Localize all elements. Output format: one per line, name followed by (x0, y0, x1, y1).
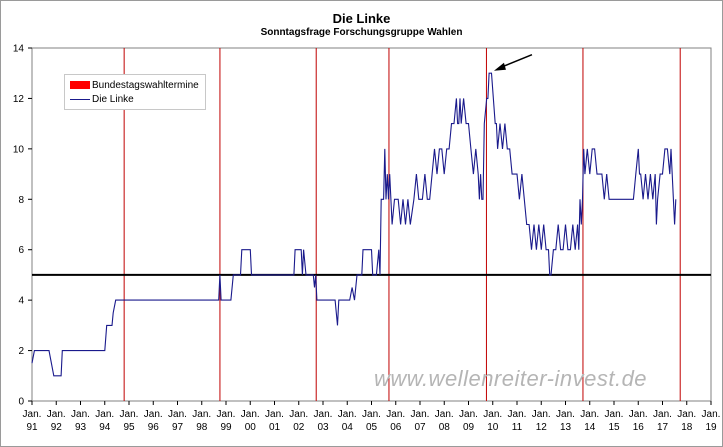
x-tick-label-year: 14 (584, 422, 596, 433)
x-tick-label-year: 01 (269, 422, 281, 433)
x-tick-label-month: Jan. (483, 409, 502, 420)
y-tick-label: 4 (18, 296, 24, 307)
x-tick-label-month: Jan. (47, 409, 66, 420)
x-tick-label-year: 95 (123, 422, 135, 433)
x-tick-label-month: Jan. (217, 409, 236, 420)
x-tick-label-year: 03 (317, 422, 329, 433)
annotation-arrow-head (493, 62, 506, 71)
x-tick-label-year: 92 (51, 422, 63, 433)
annotation-arrow-shaft (499, 53, 533, 69)
x-tick-label-year: 18 (681, 422, 693, 433)
x-tick-label-year: 98 (196, 422, 208, 433)
x-tick-label-month: Jan. (362, 409, 381, 420)
y-tick-label: 0 (18, 397, 24, 408)
x-tick-label-month: Jan. (241, 409, 260, 420)
x-tick-label-month: Jan. (144, 409, 163, 420)
x-tick-label-year: 07 (414, 422, 426, 433)
x-tick-label-month: Jan. (192, 409, 211, 420)
watermark: www.wellenreiter-invest.de (374, 366, 648, 391)
x-tick-label-month: Jan. (289, 409, 308, 420)
x-tick-label-year: 11 (512, 422, 523, 433)
y-tick-label: 6 (18, 245, 24, 256)
x-tick-label-year: 00 (245, 422, 257, 433)
x-tick-label-year: 06 (390, 422, 402, 433)
legend-item-elections: Bundestagswahltermine (70, 79, 199, 92)
x-tick-label-year: 16 (633, 422, 645, 433)
x-tick-label-month: Jan. (580, 409, 599, 420)
x-tick-label-year: 08 (439, 422, 451, 433)
legend-label-elections: Bundestagswahltermine (92, 80, 199, 91)
x-tick-label-year: 10 (487, 422, 499, 433)
x-tick-label-year: 12 (536, 422, 548, 433)
x-tick-label-month: Jan. (386, 409, 405, 420)
x-tick-label-year: 17 (657, 422, 669, 433)
x-tick-label-month: Jan. (95, 409, 114, 420)
legend-swatch-die-linke (70, 98, 90, 100)
x-tick-label-month: Jan. (629, 409, 648, 420)
legend: Bundestagswahltermine Die Linke (64, 74, 206, 110)
x-tick-label-month: Jan. (677, 409, 696, 420)
x-tick-label-month: Jan. (71, 409, 90, 420)
y-tick-label: 14 (13, 44, 25, 55)
x-tick-label-year: 99 (220, 422, 232, 433)
x-tick-label-year: 91 (26, 422, 38, 433)
x-tick-label-year: 97 (172, 422, 184, 433)
chart-subtitle: Sonntagsfrage Forschungsgruppe Wahlen (260, 27, 463, 38)
y-tick-label: 12 (13, 94, 25, 105)
x-tick-label-year: 05 (366, 422, 378, 433)
series-line-die-linke (31, 72, 677, 377)
x-tick-label-month: Jan. (314, 409, 333, 420)
x-tick-label-year: 96 (148, 422, 160, 433)
x-tick-label-month: Jan. (120, 409, 139, 420)
x-tick-label-year: 19 (705, 422, 717, 433)
x-tick-label-month: Jan. (702, 409, 721, 420)
x-tick-label-month: Jan. (411, 409, 430, 420)
x-tick-label-year: 04 (342, 422, 354, 433)
y-tick-label: 10 (13, 144, 25, 155)
x-tick-label-year: 02 (293, 422, 305, 433)
x-tick-label-year: 09 (463, 422, 475, 433)
x-tick-label-month: Jan. (556, 409, 575, 420)
x-tick-label-month: Jan. (168, 409, 187, 420)
x-tick-label-month: Jan. (265, 409, 284, 420)
x-tick-label-month: Jan. (605, 409, 624, 420)
y-tick-label: 2 (18, 346, 24, 357)
x-tick-label-month: Jan. (23, 409, 42, 420)
legend-label-die-linke: Die Linke (92, 94, 134, 105)
y-tick-label: 8 (18, 195, 24, 206)
x-tick-label-month: Jan. (338, 409, 357, 420)
x-tick-label-month: Jan. (653, 409, 672, 420)
chart-title: Die Linke (332, 11, 391, 26)
x-tick-label-month: Jan. (435, 409, 454, 420)
x-tick-label-year: 94 (99, 422, 111, 433)
x-tick-label-year: 13 (560, 422, 572, 433)
x-tick-label-month: Jan. (459, 409, 478, 420)
x-tick-label-year: 15 (608, 422, 620, 433)
x-tick-label-year: 93 (75, 422, 87, 433)
x-tick-label-month: Jan. (532, 409, 551, 420)
x-tick-label-month: Jan. (508, 409, 527, 420)
legend-swatch-elections (70, 81, 90, 90)
legend-item-die-linke: Die Linke (70, 93, 134, 106)
